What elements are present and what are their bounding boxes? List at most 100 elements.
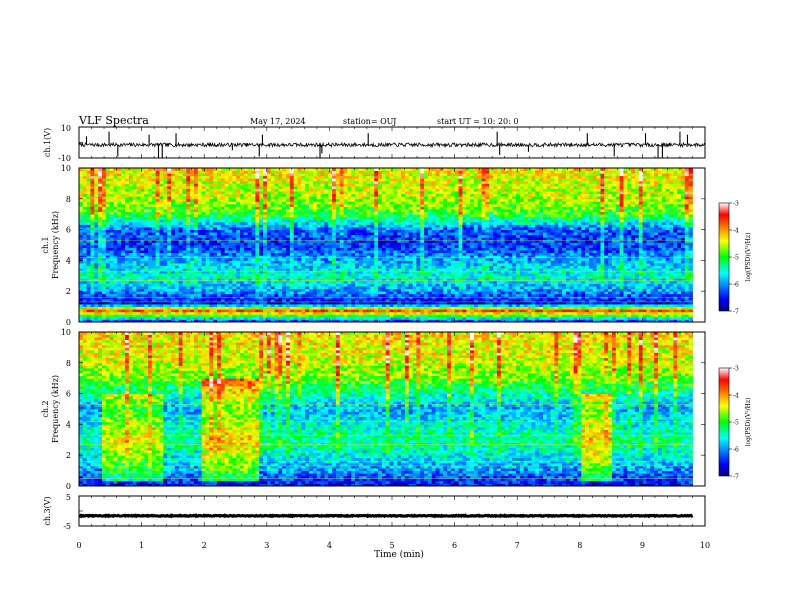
spectrogram-cell xyxy=(213,214,218,218)
spectrogram-cell xyxy=(82,250,88,254)
spectrogram-cell xyxy=(270,237,275,241)
spectrogram-cell xyxy=(94,283,99,287)
spectrogram-cell xyxy=(289,306,295,310)
spectrogram-cell xyxy=(289,219,295,223)
spectrogram-cell xyxy=(320,178,325,182)
spectrogram-cell xyxy=(351,175,356,179)
spectrogram-cell xyxy=(151,265,157,269)
spectrogram-cell xyxy=(136,291,141,295)
spectrogram-cell xyxy=(113,283,118,287)
spectrogram-cell xyxy=(312,214,318,218)
spectrogram-cell xyxy=(113,229,118,233)
spectrogram-cell xyxy=(278,193,283,197)
spectrogram-cell xyxy=(86,216,91,220)
spectrogram-cell xyxy=(320,247,325,251)
spectrogram-cell xyxy=(167,286,172,290)
spectrogram-cell xyxy=(339,211,344,215)
spectrogram-cell xyxy=(240,306,245,310)
spectrogram-cell xyxy=(163,198,168,202)
spectrogram-cell xyxy=(217,198,222,202)
spectrogram-cell xyxy=(293,260,298,264)
spectrogram-cell xyxy=(190,198,195,202)
spectrogram-cell xyxy=(309,304,314,307)
spectrogram-cell xyxy=(190,250,195,254)
spectrogram-cell xyxy=(79,280,84,284)
spectrogram-cell xyxy=(339,283,344,287)
spectrogram-cell xyxy=(255,260,260,264)
spectrogram-cell xyxy=(90,296,95,300)
spectrogram-cell xyxy=(309,316,314,320)
spectrogram-cell xyxy=(374,304,379,307)
spectrogram-cell xyxy=(109,180,114,184)
spectrogram-cell xyxy=(236,237,241,241)
spectrogram-cell xyxy=(286,198,291,202)
spectrogram-cell xyxy=(320,211,325,215)
spectrogram-cell xyxy=(243,278,249,282)
spectrogram-cell xyxy=(148,316,153,320)
spectrogram-cell xyxy=(113,211,118,215)
spectrogram-cell xyxy=(347,185,352,189)
spectrogram-cell xyxy=(324,229,329,233)
spectrogram-cell xyxy=(121,209,126,213)
spectrogram-cell xyxy=(94,180,99,184)
spectrogram-cell xyxy=(358,191,364,195)
spectrogram-cell xyxy=(312,232,318,236)
spectrogram-cell xyxy=(324,201,329,205)
spectrogram-cell xyxy=(209,293,214,297)
spectrogram-cell xyxy=(186,301,191,305)
spectrogram-cell xyxy=(140,247,145,251)
spectrogram-cell xyxy=(155,170,160,174)
spectrogram-cell xyxy=(259,311,264,315)
spectrogram-cell xyxy=(163,232,168,236)
spectrogram-cell xyxy=(270,278,275,282)
spectrogram-cell xyxy=(82,175,88,179)
spectrogram-cell xyxy=(293,198,298,202)
spectrogram-cell xyxy=(82,298,88,302)
spectrogram-cell xyxy=(236,191,241,195)
spectrogram-cell xyxy=(79,286,84,290)
spectrogram-cell xyxy=(178,170,183,174)
spectrogram-cell xyxy=(217,239,222,243)
spectrogram-cell xyxy=(186,185,191,189)
spectrogram-cell xyxy=(102,304,107,307)
spectrogram-cell xyxy=(167,193,172,197)
spectrogram-cell xyxy=(94,239,99,243)
spectrogram-cell xyxy=(201,316,206,320)
spectrogram-cell xyxy=(312,275,318,279)
spectrogram-cell xyxy=(228,288,233,292)
spectrogram-cell xyxy=(332,288,337,292)
spectrogram-cell xyxy=(113,247,118,251)
spectrogram-cell xyxy=(140,306,145,310)
spectrogram-cell xyxy=(305,273,310,277)
spectrogram-cell xyxy=(351,196,356,200)
spectrogram-cell xyxy=(335,193,341,197)
spectrogram-cell xyxy=(174,203,180,207)
spectrogram-cell xyxy=(243,309,249,313)
spectrogram-cell xyxy=(385,175,390,179)
spectrogram-cell xyxy=(328,257,333,261)
spectrogram-cell xyxy=(109,168,114,171)
spectrogram-cell xyxy=(151,219,157,223)
spectrogram-cell xyxy=(385,296,390,300)
spectrogram-cell xyxy=(159,245,164,248)
spectrogram-cell xyxy=(328,229,333,233)
spectrogram-cell xyxy=(259,319,264,323)
spectrogram-cell xyxy=(324,262,329,266)
spectrogram-cell xyxy=(236,232,241,236)
spectrogram-cell xyxy=(159,234,164,238)
spectrogram-cell xyxy=(381,257,387,261)
spectrogram-cell xyxy=(90,273,95,277)
spectrogram-cell xyxy=(286,242,291,246)
spectrogram-cell xyxy=(228,296,233,300)
spectrogram-cell xyxy=(381,191,387,195)
spectrogram-cell xyxy=(201,180,206,184)
spectrogram-cell xyxy=(274,178,279,182)
spectrogram-cell xyxy=(197,273,203,277)
spectrogram-cell xyxy=(351,250,356,254)
spectrogram-cell xyxy=(251,224,256,228)
spectrogram-cell xyxy=(316,293,321,297)
spectrogram-cell xyxy=(159,180,164,184)
spectrogram-cell xyxy=(370,250,375,254)
spectrogram-cell xyxy=(286,185,291,189)
spectrogram-cell xyxy=(301,293,306,297)
